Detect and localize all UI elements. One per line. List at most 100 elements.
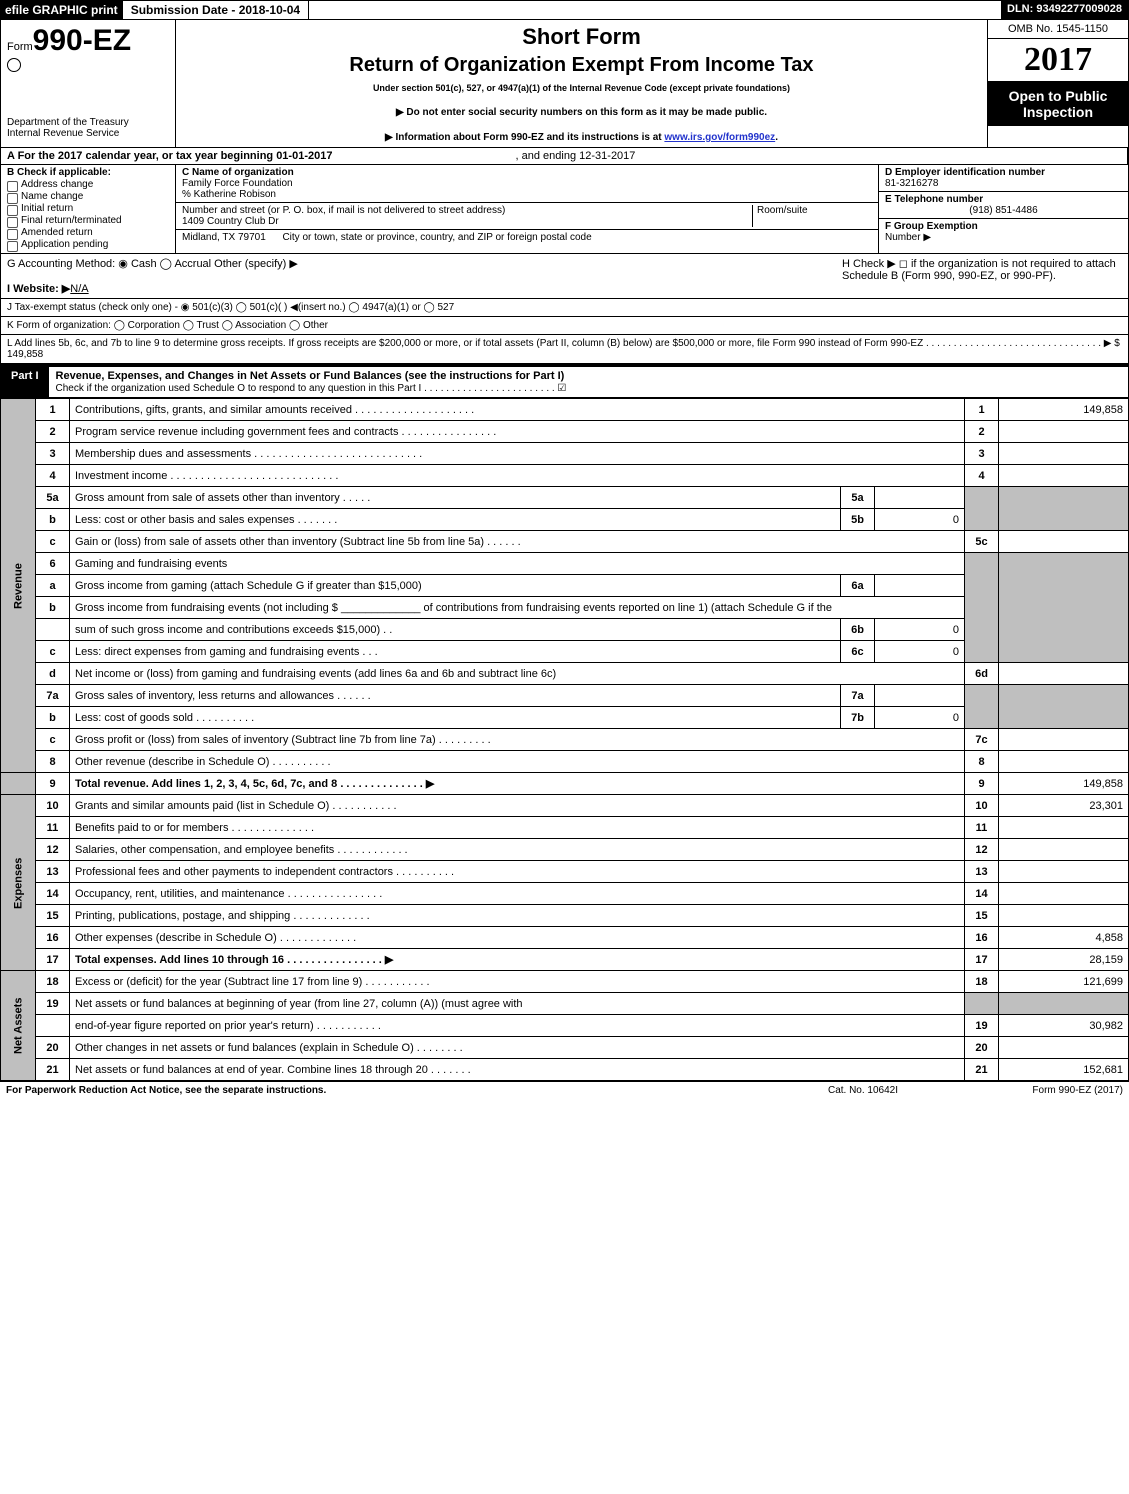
ln-7c: c	[36, 729, 70, 751]
box-19: 19	[965, 1015, 999, 1037]
grayv-19	[999, 993, 1129, 1015]
ln-19: 19	[36, 993, 70, 1015]
sv-6c: 0	[875, 641, 965, 663]
ln-4: 4	[36, 465, 70, 487]
val-2	[999, 421, 1129, 443]
ln-20: 20	[36, 1037, 70, 1059]
sv-7a	[875, 685, 965, 707]
desc-21: Net assets or fund balances at end of ye…	[70, 1059, 965, 1081]
grayv-7	[999, 685, 1129, 729]
sv-5a	[875, 487, 965, 509]
val-8	[999, 751, 1129, 773]
form-prefix: Form	[7, 41, 33, 53]
desc-3: Membership dues and assessments . . . . …	[70, 443, 965, 465]
d-label: D Employer identification number	[885, 167, 1045, 178]
val-4	[999, 465, 1129, 487]
accounting-method: G Accounting Method: ◉ Cash ◯ Accrual Ot…	[7, 258, 298, 270]
val-19: 30,982	[999, 1015, 1129, 1037]
c-label: C Name of organization	[182, 167, 294, 178]
check-pending[interactable]: Application pending	[7, 239, 169, 250]
check-address[interactable]: Address change	[7, 179, 169, 190]
check-final[interactable]: Final return/terminated	[7, 215, 169, 226]
section-b: B Check if applicable: Address change Na…	[1, 165, 176, 253]
return-title: Return of Organization Exempt From Incom…	[180, 54, 983, 77]
val-13	[999, 861, 1129, 883]
street-address: 1409 Country Club Dr	[182, 216, 279, 227]
desc-20: Other changes in net assets or fund bala…	[70, 1037, 965, 1059]
check-initial[interactable]: Initial return	[7, 203, 169, 214]
desc-6a: Gross income from gaming (attach Schedul…	[70, 575, 841, 597]
room-suite: Room/suite	[752, 205, 872, 227]
box-3: 3	[965, 443, 999, 465]
desc-12: Salaries, other compensation, and employ…	[70, 839, 965, 861]
sub-5a: 5a	[841, 487, 875, 509]
netassets-side: Net Assets	[1, 971, 36, 1081]
part-i-title: Revenue, Expenses, and Changes in Net As…	[50, 367, 1128, 397]
open-l1: Open to Public	[1009, 88, 1108, 104]
line-k: K Form of organization: ◯ Corporation ◯ …	[1, 317, 1128, 335]
box-14: 14	[965, 883, 999, 905]
ln-19b	[36, 1015, 70, 1037]
dept-treasury: Department of the Treasury	[7, 117, 169, 128]
desc-14: Occupancy, rent, utilities, and maintena…	[70, 883, 965, 905]
submission-date: Submission Date - 2018-10-04	[123, 1, 309, 19]
meta-block: A For the 2017 calendar year, or tax yea…	[0, 148, 1129, 366]
desc-9: Total revenue. Add lines 1, 2, 3, 4, 5c,…	[70, 773, 965, 795]
open-l2: Inspection	[1023, 104, 1093, 120]
line-a-end: , and ending 12-31-2017	[516, 150, 636, 162]
val-15	[999, 905, 1129, 927]
line-h: H Check ▶ ◻ if the organization is not r…	[842, 257, 1122, 295]
b-label: B Check if applicable:	[7, 167, 111, 178]
desc-19b: end-of-year figure reported on prior yea…	[70, 1015, 965, 1037]
revenue-side: Revenue	[1, 399, 36, 773]
ln-12: 12	[36, 839, 70, 861]
paperwork-notice: For Paperwork Reduction Act Notice, see …	[6, 1085, 763, 1096]
box-13: 13	[965, 861, 999, 883]
check-amended[interactable]: Amended return	[7, 227, 169, 238]
sv-6b2: 0	[875, 619, 965, 641]
desc-8: Other revenue (describe in Schedule O) .…	[70, 751, 965, 773]
sub-6a: 6a	[841, 575, 875, 597]
line-l: L Add lines 5b, 6c, and 7b to line 9 to …	[1, 335, 1128, 365]
desc-10: Grants and similar amounts paid (list in…	[70, 795, 965, 817]
ln-9: 9	[36, 773, 70, 795]
part-i-sub: Check if the organization used Schedule …	[56, 383, 567, 394]
ln-7b: b	[36, 707, 70, 729]
f-number: Number ▶	[885, 232, 931, 243]
line-j: J Tax-exempt status (check only one) - ◉…	[1, 299, 1128, 317]
ln-6a: a	[36, 575, 70, 597]
box-2: 2	[965, 421, 999, 443]
desc-2: Program service revenue including govern…	[70, 421, 965, 443]
val-1: 149,858	[999, 399, 1129, 421]
ln-21: 21	[36, 1059, 70, 1081]
sub-7b: 7b	[841, 707, 875, 729]
tax-year: 2017	[988, 39, 1128, 82]
sv-7b: 0	[875, 707, 965, 729]
box-20: 20	[965, 1037, 999, 1059]
org-name: Family Force Foundation	[182, 178, 293, 189]
e-label: E Telephone number	[885, 194, 983, 205]
sub-6b2: 6b	[841, 619, 875, 641]
check-name[interactable]: Name change	[7, 191, 169, 202]
irs-link[interactable]: www.irs.gov/form990ez	[664, 132, 775, 143]
subtitle: Under section 501(c), 527, or 4947(a)(1)…	[180, 83, 983, 93]
desc-1: Contributions, gifts, grants, and simila…	[70, 399, 965, 421]
val-6d	[999, 663, 1129, 685]
box-1: 1	[965, 399, 999, 421]
desc-5c: Gain or (loss) from sale of assets other…	[70, 531, 965, 553]
ln-17: 17	[36, 949, 70, 971]
val-5c	[999, 531, 1129, 553]
val-3	[999, 443, 1129, 465]
line-g: G Accounting Method: ◉ Cash ◯ Accrual Ot…	[7, 257, 842, 295]
dln: DLN: 93492277009028	[1001, 1, 1128, 19]
box-10: 10	[965, 795, 999, 817]
desc-7b: Less: cost of goods sold . . . . . . . .…	[70, 707, 841, 729]
ln-6d: d	[36, 663, 70, 685]
rev-side-end	[1, 773, 36, 795]
gray-6	[965, 553, 999, 663]
ln-1: 1	[36, 399, 70, 421]
sub-5b: 5b	[841, 509, 875, 531]
desc-11: Benefits paid to or for members . . . . …	[70, 817, 965, 839]
city-state: Midland, TX 79701	[182, 232, 266, 243]
val-20	[999, 1037, 1129, 1059]
